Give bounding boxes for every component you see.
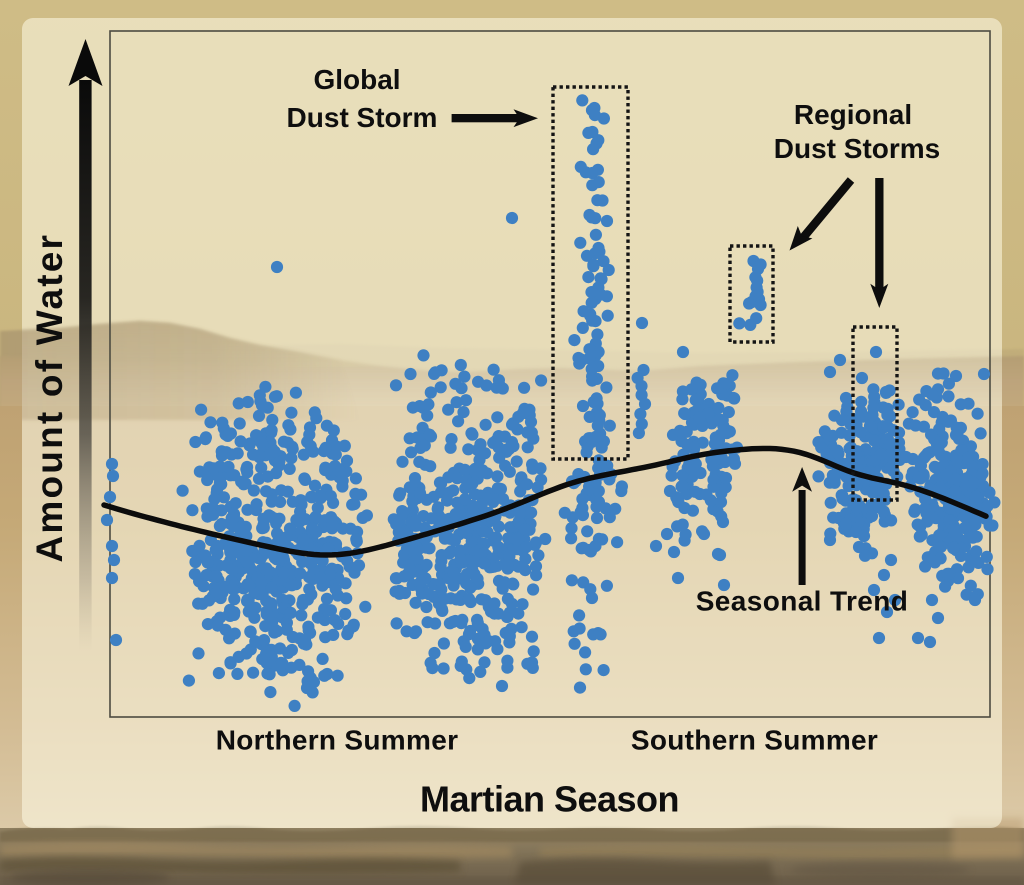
- svg-text:Global: Global: [313, 64, 400, 95]
- svg-text:Southern Summer: Southern Summer: [631, 725, 878, 756]
- svg-text:Regional: Regional: [794, 99, 912, 130]
- svg-text:Amount of Water: Amount of Water: [29, 233, 70, 563]
- svg-text:Dust Storms: Dust Storms: [774, 133, 940, 164]
- svg-text:Martian Season: Martian Season: [420, 779, 679, 820]
- svg-text:Northern Summer: Northern Summer: [216, 725, 459, 756]
- svg-text:Seasonal Trend: Seasonal Trend: [696, 586, 909, 617]
- svg-text:Dust Storm: Dust Storm: [287, 102, 438, 133]
